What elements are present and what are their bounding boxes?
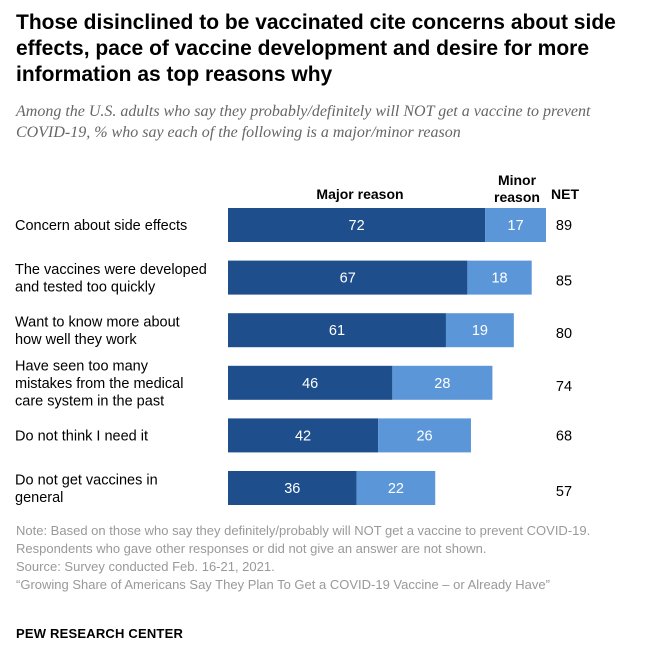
chart-title: Those disinclined to be vaccinated cite … bbox=[16, 11, 616, 86]
net-value: 89 bbox=[556, 218, 572, 234]
footer-report: “Growing Share of Americans Say They Pla… bbox=[16, 577, 550, 592]
bar-minor bbox=[378, 418, 471, 453]
net-value: 74 bbox=[556, 379, 572, 395]
column-header-major: Major reason bbox=[316, 186, 404, 202]
bar-major bbox=[228, 208, 486, 242]
column-header-net: NET bbox=[551, 186, 579, 202]
category-label: Do not get vaccines in general bbox=[15, 472, 158, 506]
net-value: 57 bbox=[556, 484, 572, 500]
net-value: 80 bbox=[556, 326, 572, 342]
bar-minor bbox=[485, 208, 546, 242]
category-label: Concern about side effects bbox=[15, 218, 187, 234]
bar-major bbox=[228, 313, 446, 348]
bar-minor bbox=[356, 471, 436, 505]
category-label: Have seen too many mistakes from the medi… bbox=[15, 358, 183, 409]
category-label: Want to know more about how well they wor… bbox=[15, 314, 180, 348]
net-value: 85 bbox=[556, 274, 572, 290]
chart-footer: Note: Based on those who say they defini… bbox=[16, 522, 636, 594]
bar-minor bbox=[392, 365, 493, 400]
footer-source: Source: Survey conducted Feb. 16-21, 202… bbox=[16, 559, 275, 574]
column-header-minor: Minor reason bbox=[494, 172, 540, 205]
value-label-major: 61 bbox=[329, 323, 345, 339]
value-label-major: 36 bbox=[284, 481, 300, 497]
value-label-major: 46 bbox=[302, 376, 318, 392]
bar-major bbox=[228, 365, 393, 400]
brand-logo-text: PEW RESEARCH CENTER bbox=[16, 626, 184, 641]
bar-major bbox=[228, 471, 357, 505]
value-label-minor: 28 bbox=[434, 376, 450, 392]
footer-note: Note: Based on those who say they defini… bbox=[16, 523, 591, 556]
value-label-minor: 26 bbox=[416, 428, 432, 444]
value-label-minor: 18 bbox=[491, 271, 507, 287]
value-label-minor: 17 bbox=[508, 218, 524, 234]
net-value: 68 bbox=[556, 428, 572, 444]
value-label-major: 67 bbox=[340, 271, 356, 287]
category-label: Do not think I need it bbox=[15, 428, 148, 444]
bar-minor bbox=[467, 260, 532, 295]
value-label-major: 72 bbox=[349, 218, 365, 234]
bar-major bbox=[228, 418, 379, 453]
bar-major bbox=[228, 260, 468, 295]
bar-minor bbox=[445, 313, 514, 348]
value-label-minor: 22 bbox=[388, 481, 404, 497]
stacked-bar-chart: Concern about side effects 72 17 89 The vacc… bbox=[15, 208, 572, 506]
value-label-minor: 19 bbox=[472, 323, 488, 339]
value-label-major: 42 bbox=[295, 428, 311, 444]
chart-subtitle: Among the U.S. adults who say they proba… bbox=[16, 103, 591, 141]
category-label: The vaccines were developed and tested to… bbox=[15, 262, 207, 296]
